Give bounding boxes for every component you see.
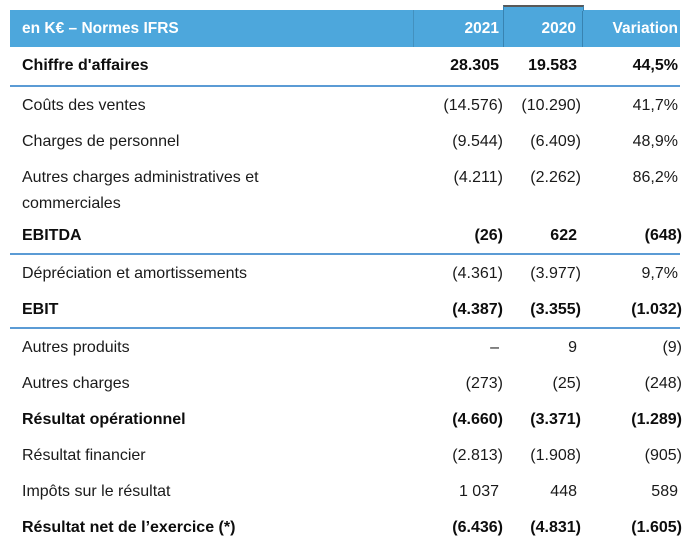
column-2020-selection-outline xyxy=(503,5,584,11)
row-label: Impôts sur le résultat xyxy=(22,483,171,500)
value-variation: 589 xyxy=(651,483,678,500)
table-header-row: en K€ – Normes IFRS 2021 2020 Variation xyxy=(10,10,680,47)
value-2020: (3.371) xyxy=(530,411,581,428)
row-label: Dépréciation et amortissements xyxy=(22,265,247,282)
section-divider-line xyxy=(10,85,680,87)
value-variation: (1.605) xyxy=(631,519,682,536)
value-2020: (3.355) xyxy=(530,301,581,318)
value-variation: (1.032) xyxy=(631,301,682,318)
table-row: Autres produits – 9 (9) xyxy=(10,329,682,365)
value-2020: 9 xyxy=(568,339,577,356)
table-row: Chiffre d'affaires 28.305 19.583 44,5% xyxy=(10,47,680,85)
value-variation: (648) xyxy=(644,227,682,244)
value-variation: 9,7% xyxy=(641,265,678,282)
header-unit-label: en K€ – Normes IFRS xyxy=(22,20,179,37)
row-label: Résultat financier xyxy=(22,447,146,464)
value-2021: – xyxy=(490,339,499,356)
table-row: Résultat net de l’exercice (*) (6.436) (4.… xyxy=(10,509,682,545)
table-row: Résultat financier (2.813) (1.908) (905) xyxy=(10,437,682,473)
value-2021: (9.544) xyxy=(452,133,503,150)
value-variation: (905) xyxy=(644,447,682,464)
table-row: Charges de personnel (9.544) (6.409) 48,9% xyxy=(10,123,680,159)
table-row: Autres charges administratives et commerc… xyxy=(10,159,680,217)
value-2021: (26) xyxy=(474,227,503,244)
value-2021: (2.813) xyxy=(452,447,503,464)
value-2020: (6.409) xyxy=(530,133,581,150)
column-header-2020: 2020 xyxy=(503,10,583,47)
row-label: Autres produits xyxy=(22,339,130,356)
value-2021: 1 037 xyxy=(458,483,499,500)
value-2021: (273) xyxy=(465,375,503,392)
value-variation: (9) xyxy=(662,339,682,356)
table-row: Autres charges (273) (25) (248) xyxy=(10,365,682,401)
section-divider-line xyxy=(10,327,680,329)
table-row: Coûts des ventes (14.576) (10.290) 41,7% xyxy=(10,87,680,123)
table-row: EBIT (4.387) (3.355) (1.032) xyxy=(10,291,682,327)
table-row: Dépréciation et amortissements (4.361) (3.… xyxy=(10,255,680,291)
table-row: Résultat opérationnel (4.660) (3.371) (1.28… xyxy=(10,401,682,437)
row-label: Chiffre d'affaires xyxy=(22,57,149,74)
value-2021: (4.660) xyxy=(452,411,503,428)
value-2020: (25) xyxy=(552,375,581,392)
value-variation: 86,2% xyxy=(632,169,678,186)
table-body: Chiffre d'affaires 28.305 19.583 44,5% Coûts… xyxy=(10,47,682,545)
row-label: EBIT xyxy=(22,301,59,318)
value-2021: (4.387) xyxy=(452,301,503,318)
value-2021: 28.305 xyxy=(450,57,499,74)
section-divider-line xyxy=(10,253,680,255)
table-row: Impôts sur le résultat 1 037 448 589 xyxy=(10,473,680,509)
table-row: EBITDA (26) 622 (648) xyxy=(10,217,682,253)
row-label: Charges de personnel xyxy=(22,133,180,150)
row-label: Résultat net de l’exercice (*) xyxy=(22,519,236,536)
value-2020: (1.908) xyxy=(530,447,581,464)
value-variation: (1.289) xyxy=(631,411,682,428)
value-2020: (10.290) xyxy=(521,97,581,114)
value-2020: 448 xyxy=(550,483,577,500)
value-2020: (2.262) xyxy=(530,169,581,186)
value-2021: (4.211) xyxy=(453,169,503,186)
row-label: Autres charges xyxy=(22,375,130,392)
row-label: Autres charges administratives et commerc… xyxy=(22,169,259,212)
row-label: EBITDA xyxy=(22,227,82,244)
value-2020: (3.977) xyxy=(530,265,581,282)
value-2020: 622 xyxy=(550,227,577,244)
value-variation: 48,9% xyxy=(632,133,678,150)
value-variation: 44,5% xyxy=(632,57,678,74)
value-variation: 41,7% xyxy=(632,97,678,114)
value-2021: (4.361) xyxy=(452,265,503,282)
value-2020: (4.831) xyxy=(530,519,581,536)
column-header-variation: Variation xyxy=(612,20,678,37)
value-2021: (6.436) xyxy=(452,519,503,536)
row-label: Coûts des ventes xyxy=(22,97,146,114)
value-2021: (14.576) xyxy=(443,97,503,114)
row-label: Résultat opérationnel xyxy=(22,411,186,428)
value-2020: 19.583 xyxy=(528,57,577,74)
value-variation: (248) xyxy=(644,375,682,392)
column-header-2021: 2021 xyxy=(413,10,503,47)
